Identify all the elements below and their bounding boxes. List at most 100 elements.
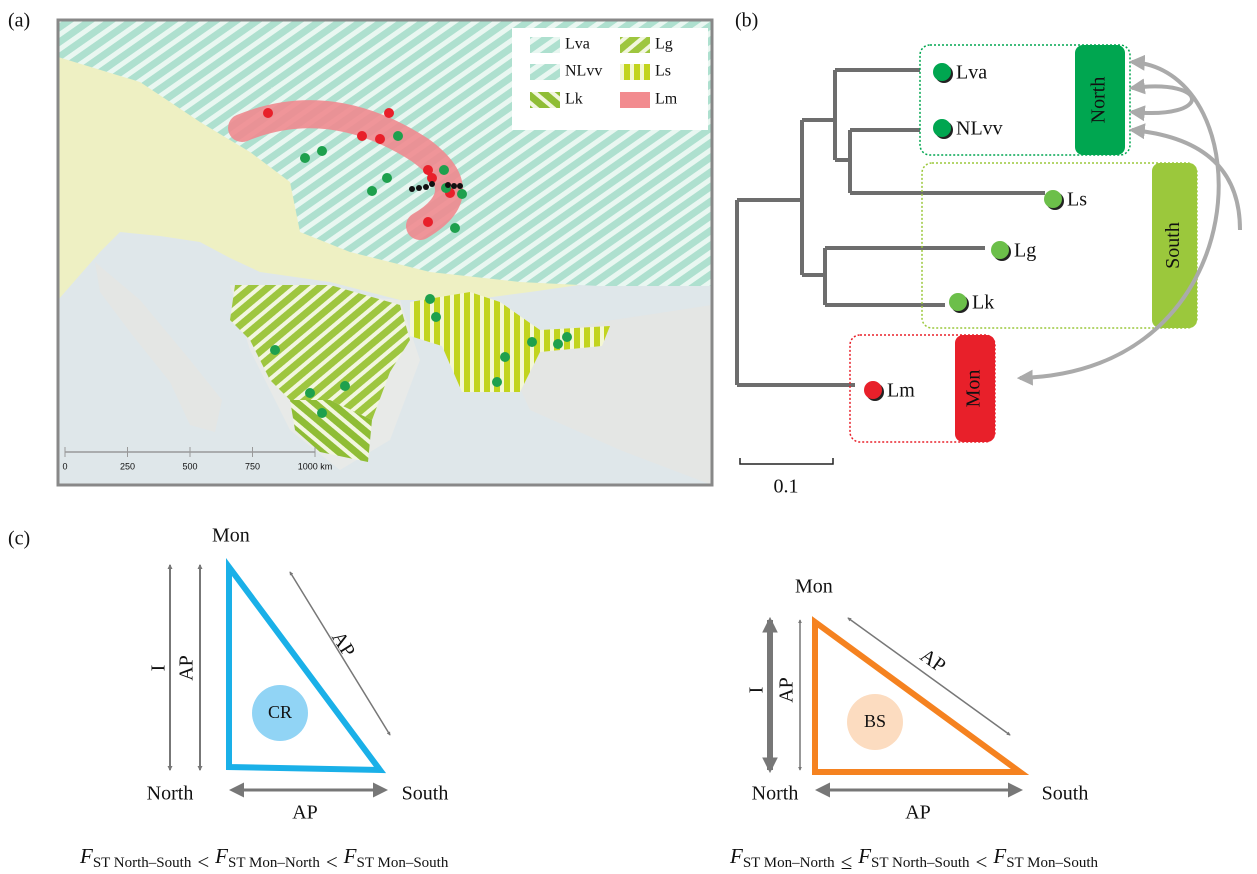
legend-swatch [530, 37, 560, 53]
triangle [229, 567, 380, 770]
legend-swatch [530, 64, 560, 80]
legend-swatch [620, 64, 650, 80]
panel-label: (a) [8, 10, 30, 32]
legend-label: Lk [565, 91, 583, 108]
tip-label: NLvv [956, 118, 1003, 140]
vertex-label: North [752, 783, 799, 805]
f-subscript: ST Mon–South [1006, 855, 1098, 871]
legend-label: Lg [655, 36, 673, 53]
operator: < [326, 850, 338, 874]
tip-label: Lva [956, 62, 987, 84]
migration-arrow [1132, 86, 1192, 113]
scale-label: 0 [62, 461, 67, 471]
sample-site [357, 131, 367, 141]
scale-label: 500 [182, 461, 197, 471]
sample-site [457, 189, 467, 199]
edge-label: I [148, 665, 170, 672]
center-label: BS [864, 711, 886, 731]
vertex-label: South [402, 783, 449, 805]
sample-site [527, 337, 537, 347]
sample-site [553, 339, 563, 349]
tip-label: Lk [972, 292, 994, 314]
legend-label: Lva [565, 36, 590, 53]
sample-site [340, 381, 350, 391]
scale-label: 1000 km [298, 461, 333, 471]
legend-swatch [620, 92, 650, 108]
tip-dot [933, 119, 951, 137]
scale-label: 750 [245, 461, 260, 471]
f-subscript: ST North–South [871, 855, 970, 871]
sample-site [409, 186, 415, 192]
panel-label: (b) [735, 10, 758, 32]
legend-swatch [530, 92, 560, 108]
group-label: Mon [963, 370, 985, 408]
f-symbol: F [214, 844, 228, 868]
vertex-label: South [1042, 783, 1089, 805]
group-label: North [1088, 77, 1110, 124]
legend-label: NLvv [565, 63, 602, 80]
sample-site [270, 345, 280, 355]
sample-site [382, 173, 392, 183]
f-symbol: F [79, 844, 93, 868]
edge-label: AP [292, 802, 318, 824]
edge-label: AP [327, 628, 359, 661]
sample-site [300, 153, 310, 163]
tip-label: Lg [1014, 240, 1036, 262]
tip-dot [991, 241, 1009, 259]
sample-site [305, 388, 315, 398]
sample-site [492, 377, 502, 387]
sample-site [429, 181, 435, 187]
sample-site [384, 108, 394, 118]
operator: < [976, 850, 988, 874]
f-subscript: ST Mon–North [228, 855, 320, 871]
sample-site [425, 294, 435, 304]
legend-label: Ls [655, 63, 671, 80]
sample-site [450, 223, 460, 233]
f-symbol: F [992, 844, 1006, 868]
sample-site [393, 131, 403, 141]
center-label: CR [268, 702, 292, 722]
edge-label: AP [916, 645, 950, 678]
f-symbol: F [729, 844, 743, 868]
panel-label: (c) [8, 528, 30, 550]
legend-label: Lm [655, 91, 678, 108]
f-symbol: F [343, 844, 357, 868]
inequality: FST Mon–North≤FST North–South<FST Mon–So… [729, 844, 1099, 874]
scale-label: 250 [120, 461, 135, 471]
sample-site [562, 332, 572, 342]
tip-label: Ls [1067, 189, 1087, 211]
f-subscript: ST North–South [93, 855, 192, 871]
operator: < [197, 850, 209, 874]
tree-scale [740, 458, 833, 464]
figure: (a) Lva NLvv Lk Lg Ls Lm 0 250 500 750 1000 km (b) No… [0, 0, 1257, 874]
sample-site [375, 134, 385, 144]
sample-site [423, 217, 433, 227]
sample-site [431, 312, 441, 322]
triangle [815, 622, 1020, 772]
edge-label: AP [176, 655, 198, 681]
tip-dot [949, 293, 967, 311]
tip-dot [1044, 190, 1062, 208]
f-subscript: ST Mon–South [357, 855, 449, 871]
edge-label: I [746, 687, 768, 694]
group-label: South [1162, 222, 1184, 269]
sample-site [439, 165, 449, 175]
sample-site [263, 108, 273, 118]
tip-dot [864, 381, 882, 399]
legend-swatch [620, 37, 650, 53]
vertex-label: Mon [212, 525, 250, 547]
edge-label: AP [905, 802, 931, 824]
sample-site [457, 183, 463, 189]
operator: ≤ [841, 850, 853, 874]
sample-site [317, 408, 327, 418]
sample-site [423, 184, 429, 190]
f-symbol: F [857, 844, 871, 868]
tip-dot [933, 63, 951, 81]
tree-scale-label: 0.1 [774, 476, 799, 498]
sample-site [445, 182, 451, 188]
sample-site [416, 185, 422, 191]
sample-site [317, 146, 327, 156]
vertex-label: North [147, 783, 194, 805]
sample-site [500, 352, 510, 362]
inequality: FST North–South<FST Mon–North<FST Mon–So… [79, 844, 449, 874]
